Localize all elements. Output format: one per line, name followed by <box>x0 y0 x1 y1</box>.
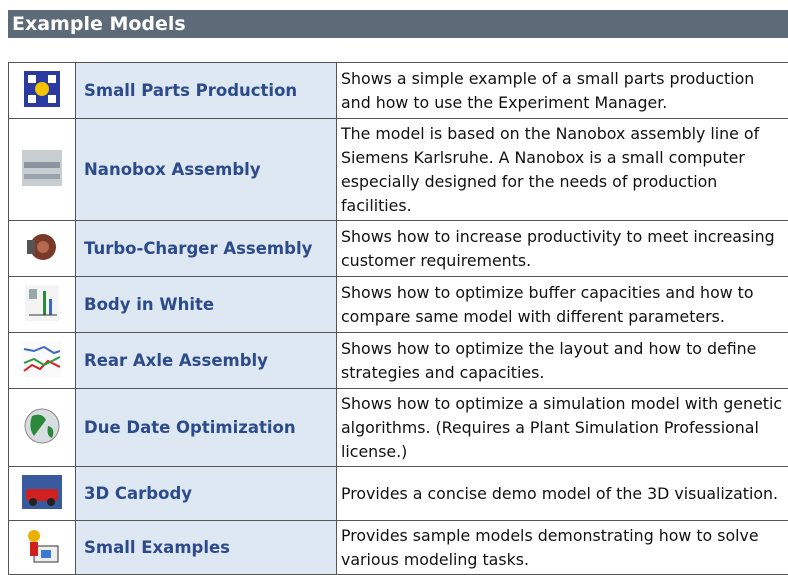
model-name[interactable]: Due Date Optimization <box>76 389 337 467</box>
model-name[interactable]: Nanobox Assembly <box>76 119 337 221</box>
row: Small Parts Production Shows a simple ex… <box>9 63 788 119</box>
model-name[interactable]: Small Parts Production <box>76 63 337 119</box>
icon <box>25 230 59 264</box>
icon <box>25 285 59 321</box>
row: Turbo-Charger Assembly Shows how to incr… <box>9 221 788 277</box>
model-name[interactable]: 3D Carbody <box>76 467 337 521</box>
model-description: Shows how to optimize buffer capacities … <box>337 277 788 333</box>
model-description: Shows how to optimize the layout and how… <box>337 333 788 389</box>
row: Due Date Optimization Shows how to optim… <box>9 389 788 467</box>
model-name[interactable]: Body in White <box>76 277 337 333</box>
row: Nanobox Assembly The model is based on t… <box>9 119 788 221</box>
row: Small Examples Provides sample models de… <box>9 521 788 575</box>
model-description: Provides a concise demo model of the 3D … <box>337 467 788 521</box>
icon <box>22 150 62 186</box>
icon <box>24 71 60 107</box>
row: 3D Carbody Provides a concise demo model… <box>9 467 788 521</box>
model-name[interactable]: Rear Axle Assembly <box>76 333 337 389</box>
model-description: Shows how to increase productivity to me… <box>337 221 788 277</box>
model-description: Shows how to optimize a simulation model… <box>337 389 788 467</box>
icon <box>24 528 60 564</box>
model-name[interactable]: Turbo-Charger Assembly <box>76 221 337 277</box>
model-description: Shows a simple example of a small parts … <box>337 63 788 119</box>
model-name[interactable]: Small Examples <box>76 521 337 575</box>
icon <box>22 341 62 377</box>
row: Rear Axle Assembly Shows how to optimize… <box>9 333 788 389</box>
models-table: Small Parts Production Shows a simple ex… <box>8 62 788 575</box>
section-header: Example Models <box>8 10 788 38</box>
model-description: The model is based on the Nanobox assemb… <box>337 119 788 221</box>
icon <box>22 475 62 509</box>
model-description: Provides sample models demonstrating how… <box>337 521 788 575</box>
row: Body in White Shows how to optimize buff… <box>9 277 788 333</box>
icon <box>22 406 62 446</box>
